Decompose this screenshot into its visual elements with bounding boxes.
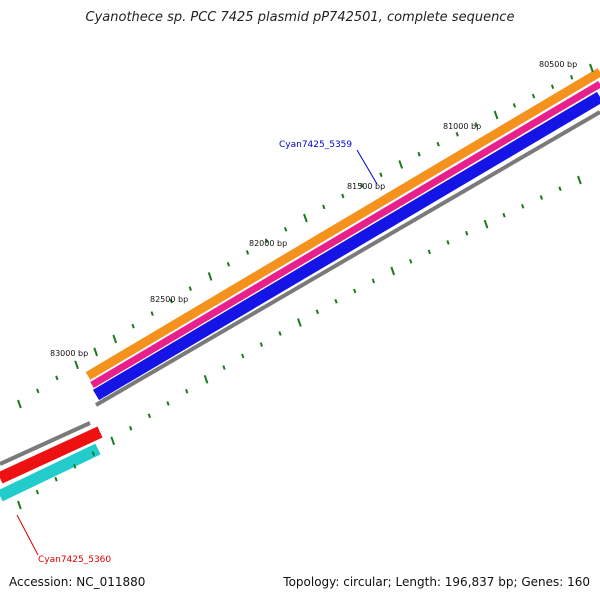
inner-ruler-tick bbox=[203, 375, 209, 384]
inner-ruler-tick bbox=[558, 186, 562, 192]
inner-ruler-tick bbox=[17, 500, 22, 510]
inner-ruler-tick bbox=[334, 298, 338, 304]
gene-label-lower-group[interactable]: Cyan7425_5360 bbox=[16, 514, 111, 565]
outer-ruler-tick bbox=[398, 160, 404, 169]
ruler-label-81500: 81500 bp bbox=[347, 182, 385, 191]
outer-ruler-tick bbox=[550, 84, 555, 89]
inner-ruler-tick bbox=[259, 342, 264, 347]
outer-ruler-ticks bbox=[17, 63, 594, 409]
inner-ruler-tick bbox=[315, 309, 320, 315]
outer-ruler-tick bbox=[360, 182, 364, 188]
inner-ruler-tick bbox=[91, 451, 96, 456]
inner-ruler-tick bbox=[222, 365, 226, 370]
inner-ruler-tick bbox=[54, 476, 58, 482]
inner-ruler-tick bbox=[129, 425, 133, 431]
inner-ruler-tick bbox=[35, 489, 40, 495]
inner-ruler-tick bbox=[521, 203, 525, 209]
inner-ruler-tick bbox=[427, 249, 432, 255]
gray-backbone-upper bbox=[94, 110, 600, 407]
topology-summary-text: Topology: circular; Length: 196,837 bp; … bbox=[283, 575, 590, 589]
outer-ruler-tick bbox=[93, 347, 99, 357]
outer-ruler-tick bbox=[264, 238, 269, 244]
outer-ruler-tick bbox=[455, 132, 459, 137]
orange-feature-band[interactable] bbox=[85, 68, 600, 380]
outer-ruler-tick bbox=[322, 204, 326, 210]
inner-ruler-tick bbox=[147, 413, 152, 419]
outer-ruler-tick bbox=[188, 286, 192, 291]
outer-ruler-tick bbox=[112, 334, 118, 344]
inner-ruler-tick bbox=[353, 288, 357, 294]
inner-ruler-tick bbox=[409, 258, 413, 264]
outer-ruler-tick bbox=[493, 110, 499, 120]
accession-text: Accession: NC_011880 bbox=[9, 575, 146, 589]
upper-track-group bbox=[85, 68, 600, 407]
inner-ruler-tick bbox=[166, 401, 170, 406]
inner-ruler-tick bbox=[241, 353, 245, 359]
inner-ruler-tick bbox=[446, 240, 450, 245]
outer-ruler-tick bbox=[226, 262, 231, 267]
inner-ruler-tick bbox=[577, 175, 582, 185]
outer-ruler-tick bbox=[207, 272, 213, 281]
lower-track-group bbox=[0, 421, 103, 502]
inner-ruler-tick bbox=[502, 212, 506, 218]
outer-ruler-tick bbox=[589, 63, 594, 73]
inner-ruler-tick bbox=[539, 195, 544, 200]
outer-ruler-tick bbox=[474, 122, 478, 127]
map-title: Cyanothece sp. PCC 7425 plasmid pP742501… bbox=[85, 10, 515, 25]
ruler-label-81000: 81000 bp bbox=[443, 122, 481, 131]
gene-label-lower[interactable]: Cyan7425_5360 bbox=[38, 555, 111, 565]
ruler-label-82500: 82500 bp bbox=[150, 295, 188, 304]
outer-ruler-tick bbox=[341, 193, 345, 199]
gene-label-lower-leader bbox=[16, 514, 39, 556]
outer-ruler-tick bbox=[17, 399, 22, 409]
outer-ruler-tick bbox=[131, 323, 135, 329]
inner-ruler-tick bbox=[185, 388, 189, 394]
inner-ruler-tick bbox=[371, 278, 376, 284]
magenta-feature-band[interactable] bbox=[90, 80, 600, 389]
inner-ruler-tick bbox=[278, 331, 282, 336]
outer-ruler-tick bbox=[569, 74, 574, 80]
outer-ruler-tick bbox=[531, 93, 536, 99]
gene-label-upper[interactable]: Cyan7425_5359 bbox=[279, 140, 352, 150]
inner-ruler-tick bbox=[73, 463, 77, 469]
gene-label-upper-leader bbox=[356, 149, 378, 185]
inner-ruler-tick bbox=[390, 266, 396, 276]
red-gene-band[interactable] bbox=[0, 426, 103, 484]
outer-ruler-tick bbox=[379, 172, 383, 178]
inner-ruler-tick bbox=[465, 230, 469, 236]
cyan-gene-band[interactable] bbox=[0, 443, 101, 502]
ruler-label-82000: 82000 bp bbox=[249, 239, 287, 248]
outer-ruler-tick bbox=[55, 375, 59, 381]
outer-ruler-tick bbox=[512, 103, 517, 108]
ruler-labels: 80500 bp 81000 bp 81500 bp 82000 bp 8250… bbox=[50, 60, 577, 358]
outer-ruler-tick bbox=[283, 226, 288, 232]
ruler-label-83000: 83000 bp bbox=[50, 349, 88, 358]
inner-ruler-ticks bbox=[17, 175, 582, 510]
outer-ruler-tick bbox=[417, 151, 421, 157]
outer-ruler-tick bbox=[74, 360, 79, 370]
inner-ruler-tick bbox=[110, 436, 116, 446]
ruler-label-80500: 80500 bp bbox=[539, 60, 577, 69]
inner-ruler-tick bbox=[297, 318, 302, 327]
blue-gene-band[interactable] bbox=[92, 91, 600, 401]
outer-ruler-tick bbox=[36, 388, 40, 394]
outer-ruler-tick bbox=[245, 250, 250, 255]
outer-ruler-tick bbox=[169, 298, 173, 304]
outer-ruler-tick bbox=[303, 213, 308, 223]
inner-ruler-tick bbox=[483, 219, 489, 229]
outer-ruler-tick bbox=[150, 311, 154, 316]
outer-ruler-tick bbox=[436, 141, 440, 147]
gray-backbone-lower bbox=[0, 421, 91, 466]
gene-label-upper-group[interactable]: Cyan7425_5359 bbox=[279, 140, 378, 185]
